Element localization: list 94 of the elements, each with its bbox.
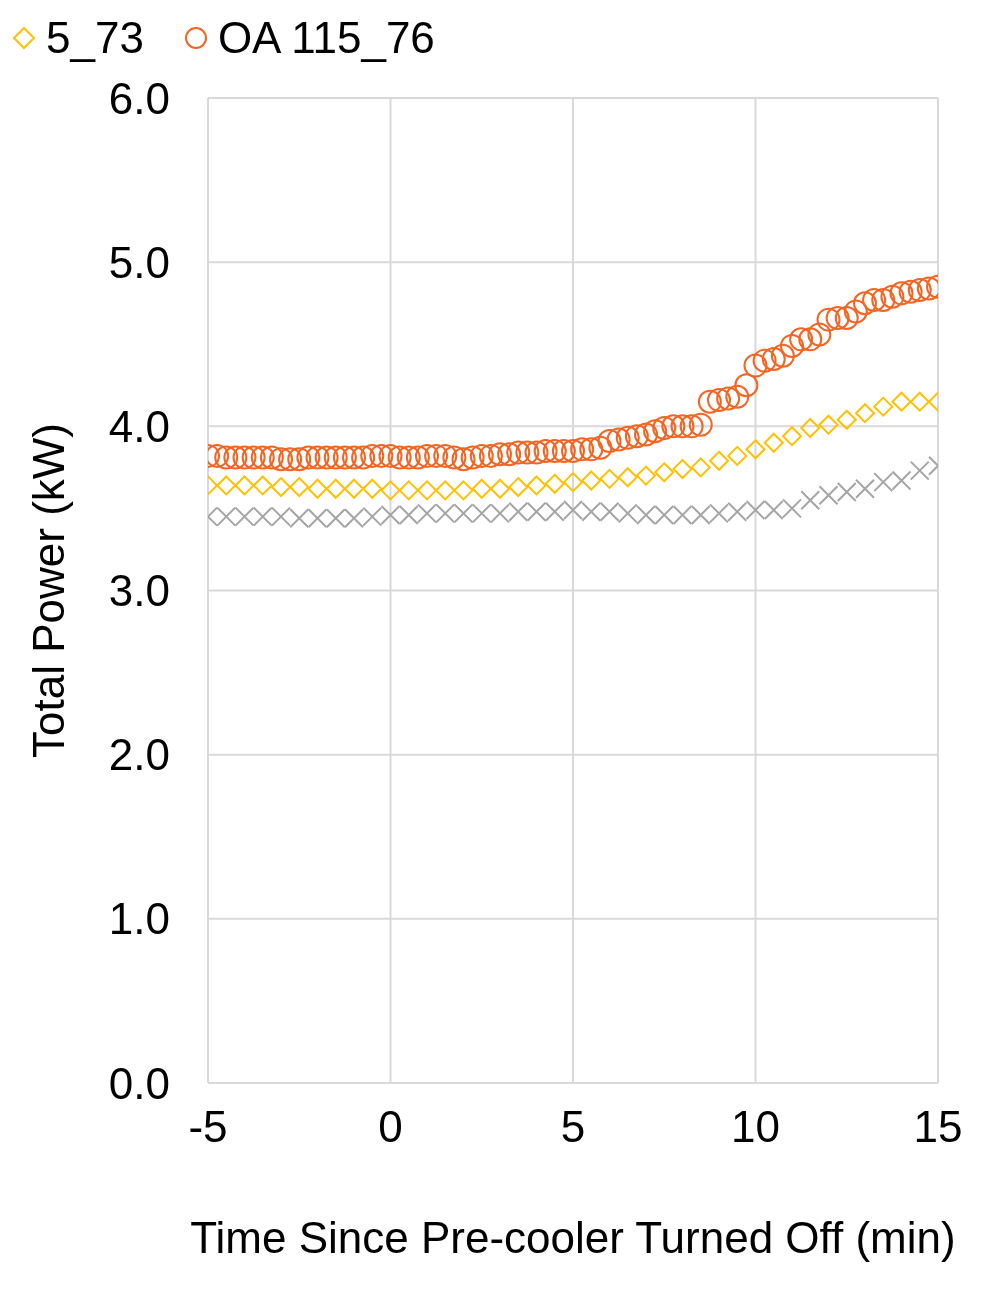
point	[617, 503, 638, 524]
point	[782, 426, 802, 447]
point	[490, 503, 510, 524]
point	[855, 403, 875, 424]
point	[745, 439, 766, 460]
point	[599, 501, 620, 522]
point	[417, 503, 437, 524]
point	[727, 445, 748, 466]
x-tick-label: 10	[731, 1102, 780, 1152]
point	[216, 506, 237, 527]
point	[855, 478, 875, 499]
point	[471, 503, 492, 524]
point	[325, 508, 346, 529]
point	[891, 391, 912, 412]
point	[398, 504, 419, 525]
point	[544, 501, 565, 522]
y-tick-label: 0.0	[108, 1058, 170, 1108]
y-tick-label: 6.0	[108, 73, 170, 123]
point	[636, 465, 656, 486]
point	[654, 462, 675, 483]
x-tick-label: -5	[188, 1102, 228, 1152]
point	[526, 501, 547, 522]
point	[490, 478, 510, 499]
point	[909, 460, 930, 481]
point	[654, 504, 675, 525]
point	[873, 396, 894, 417]
point	[818, 414, 839, 435]
point	[782, 498, 802, 519]
point	[234, 475, 255, 496]
x-tick-label: 0	[378, 1102, 403, 1152]
point	[690, 504, 711, 525]
point	[435, 480, 456, 501]
y-tick-label: 2.0	[108, 730, 170, 780]
point	[836, 482, 857, 502]
point	[544, 473, 565, 494]
point	[836, 409, 857, 430]
x-tick-label: 15	[913, 1102, 963, 1152]
point	[344, 508, 364, 529]
y-tick-label: 3.0	[108, 566, 170, 616]
point	[417, 480, 437, 501]
point	[289, 508, 310, 529]
point	[709, 450, 729, 471]
point	[581, 501, 602, 522]
point	[672, 459, 693, 480]
point	[380, 504, 401, 525]
point	[435, 503, 456, 524]
point	[763, 432, 784, 453]
point	[818, 485, 839, 506]
point	[289, 477, 310, 498]
point	[508, 477, 529, 498]
point	[709, 503, 729, 524]
point	[636, 504, 656, 525]
point	[252, 506, 273, 527]
point	[526, 475, 547, 496]
x-axis-title: Time Since Pre-cooler Turned Off (min)	[190, 1213, 956, 1262]
point	[672, 504, 693, 525]
legend-label: OA 115_76	[217, 13, 435, 63]
point	[563, 500, 583, 521]
point	[344, 478, 364, 499]
point	[763, 500, 784, 521]
point	[453, 480, 474, 501]
point	[271, 506, 291, 527]
y-tick-label: 5.0	[108, 237, 170, 287]
point	[690, 457, 711, 478]
point	[800, 417, 821, 438]
point	[800, 490, 821, 511]
point	[362, 478, 383, 499]
point	[471, 478, 492, 499]
y-tick-label: 1.0	[108, 894, 170, 944]
point	[891, 470, 912, 491]
point	[398, 480, 419, 501]
point	[453, 503, 474, 524]
point	[909, 391, 930, 412]
point	[234, 506, 255, 527]
point	[563, 472, 583, 493]
point	[873, 472, 894, 493]
point	[508, 501, 529, 522]
point	[380, 480, 401, 501]
point	[271, 477, 291, 498]
point	[745, 500, 766, 521]
point	[252, 475, 273, 496]
point	[727, 501, 748, 522]
point	[216, 475, 237, 496]
point	[617, 467, 638, 488]
y-tick-label: 4.0	[108, 401, 170, 451]
point	[325, 478, 346, 499]
point	[362, 506, 383, 527]
point	[599, 468, 620, 489]
y-axis-title: Total Power (kW)	[23, 423, 73, 758]
point	[307, 508, 328, 529]
legend-label: 5_73	[46, 13, 144, 63]
x-tick-label: 5	[560, 1102, 586, 1152]
point	[307, 478, 328, 499]
point	[581, 470, 602, 491]
